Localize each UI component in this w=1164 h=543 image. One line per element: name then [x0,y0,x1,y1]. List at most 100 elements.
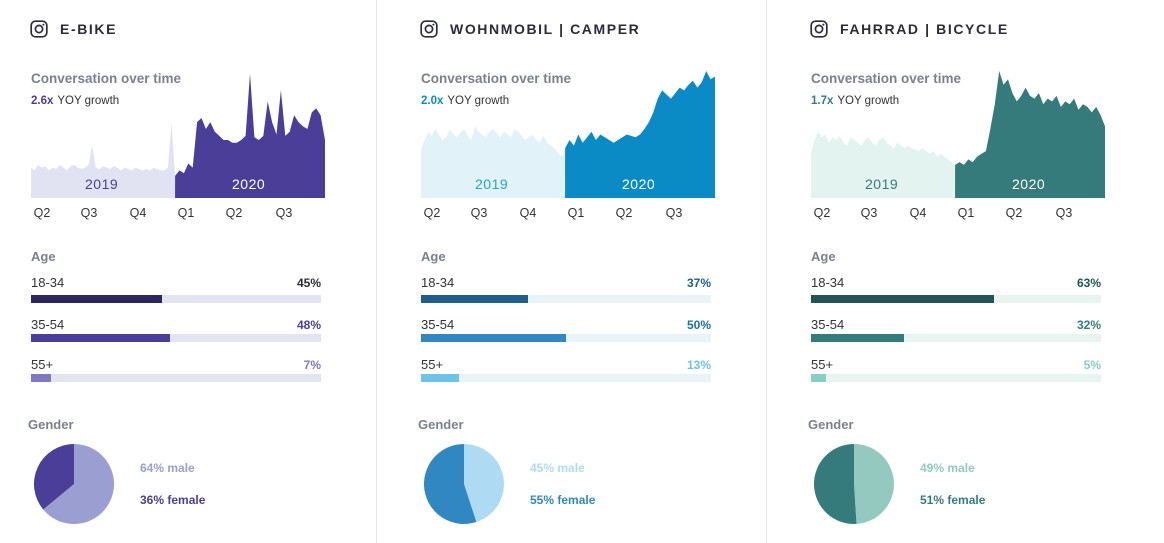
quarter-tick-label: Q3 [275,206,293,220]
chart-subtitle: Conversation over time [421,71,572,86]
yoy-value: 1.7x [811,95,834,107]
female-legend: 55% female [530,493,596,507]
age-bar-track [811,334,1101,342]
age-row-percent: 50% [686,318,711,332]
age-bar-track [421,374,711,382]
age-bar-track [811,295,1101,303]
yoy-label: YOY growth [57,95,120,107]
gender-title: Gender [28,417,74,432]
pie-slice-female [33,444,74,510]
gender-pie-chart [813,444,894,524]
male-legend: 45% male [530,461,585,475]
age-bar-fill [811,374,826,382]
yoy-value: 2.6x [31,95,54,107]
age-row-percent: 48% [296,318,321,332]
area-series-2020 [955,71,1105,198]
male-legend: 64% male [140,461,195,475]
panel-1: E-BIKE Conversation over time 2.6x YOY gr… [0,0,388,543]
pie-slice-female [423,444,477,524]
age-row-label: 18-34 [31,275,65,290]
quarter-tick-label: Q3 [470,206,488,220]
area-series-2019 [421,126,566,198]
age-bar-fill [811,295,994,303]
conversation-area-chart [811,71,1105,198]
age-row-label: 55+ [811,357,834,372]
chart-subtitle: Conversation over time [811,71,962,86]
quarter-tick-label: Q3 [1055,206,1073,220]
quarter-tick-label: Q4 [909,206,927,220]
yoy-growth: 2.0x YOY growth [421,95,509,107]
yoy-growth: 1.7x YOY growth [811,95,899,107]
quarter-axis: Q2 Q3 Q4 Q1 Q2 Q3 [811,206,1105,222]
panel-title: E-BIKE [60,21,118,37]
panel-header: WOHNMOBIL | CAMPER [420,19,640,39]
age-bar-fill [421,295,529,303]
age-row-percent: 32% [1076,318,1101,332]
pie-slice-male [43,444,114,524]
panel-title: FAHRRAD | BICYCLE [840,21,1009,37]
quarter-tick-label: Q1 [567,206,585,220]
age-row-label: 18-34 [811,275,845,290]
male-legend: 49% male [920,461,975,475]
female-legend: 51% female [920,493,986,507]
age-bar-fill [31,374,52,382]
age-row-label: 35-54 [811,317,845,332]
instagram-icon [30,20,48,38]
gender-pie-chart [423,444,504,524]
age-bar-fill [421,334,566,342]
age-row-percent: 7% [303,358,321,372]
area-series-2019 [811,131,956,198]
area-series-2020 [175,73,325,198]
conversation-area-chart [31,73,325,198]
age-bar-track [31,295,321,303]
quarter-tick-label: Q1 [957,206,975,220]
age-row-label: 55+ [31,357,54,372]
age-bar-fill [811,334,904,342]
age-bar-track [31,374,321,382]
age-row-label: 35-54 [421,317,455,332]
age-title: Age [31,249,56,264]
year-2020-label: 2020 [622,176,656,192]
age-row-percent: 45% [296,276,321,290]
age-bar-fill [421,374,459,382]
pie-slice-female [813,444,857,524]
age-title: Age [421,249,446,264]
panel-divider [376,0,377,543]
quarter-tick-label: Q2 [423,206,441,220]
year-2019-label: 2019 [85,176,119,192]
yoy-label: YOY growth [447,95,510,107]
age-bar-track [31,334,321,342]
age-row-percent: 13% [686,358,711,372]
quarter-tick-label: Q4 [519,206,537,220]
instagram-icon [810,20,828,38]
panel-header: E-BIKE [30,19,117,39]
age-bar-track [421,334,711,342]
age-row-percent: 5% [1083,358,1101,372]
yoy-value: 2.0x [421,95,444,107]
year-2020-label: 2020 [232,176,266,192]
quarter-tick-label: Q2 [33,206,51,220]
gender-title: Gender [418,417,464,432]
year-2019-label: 2019 [865,176,899,192]
yoy-growth: 2.6x YOY growth [31,95,119,107]
quarter-tick-label: Q3 [665,206,683,220]
age-bar-fill [31,295,162,303]
instagram-icon [420,20,438,38]
panel-divider [766,0,767,543]
quarter-tick-label: Q1 [177,206,195,220]
panel-3: FAHRRAD | BICYCLE Conversation over time… [780,0,1164,543]
year-2019-label: 2019 [475,176,509,192]
quarter-tick-label: Q3 [80,206,98,220]
age-bar-fill [31,334,171,342]
area-series-2020 [565,71,715,198]
quarter-axis: Q2 Q3 Q4 Q1 Q2 Q3 [421,206,715,222]
gender-pie-chart [33,444,114,524]
yoy-label: YOY growth [837,95,900,107]
pie-slice-male [464,444,504,523]
age-row-label: 35-54 [31,317,65,332]
quarter-tick-label: Q4 [129,206,147,220]
age-row-label: 18-34 [421,275,455,290]
gender-title: Gender [808,417,854,432]
pie-slice-male [854,444,894,524]
quarter-tick-label: Q2 [615,206,633,220]
